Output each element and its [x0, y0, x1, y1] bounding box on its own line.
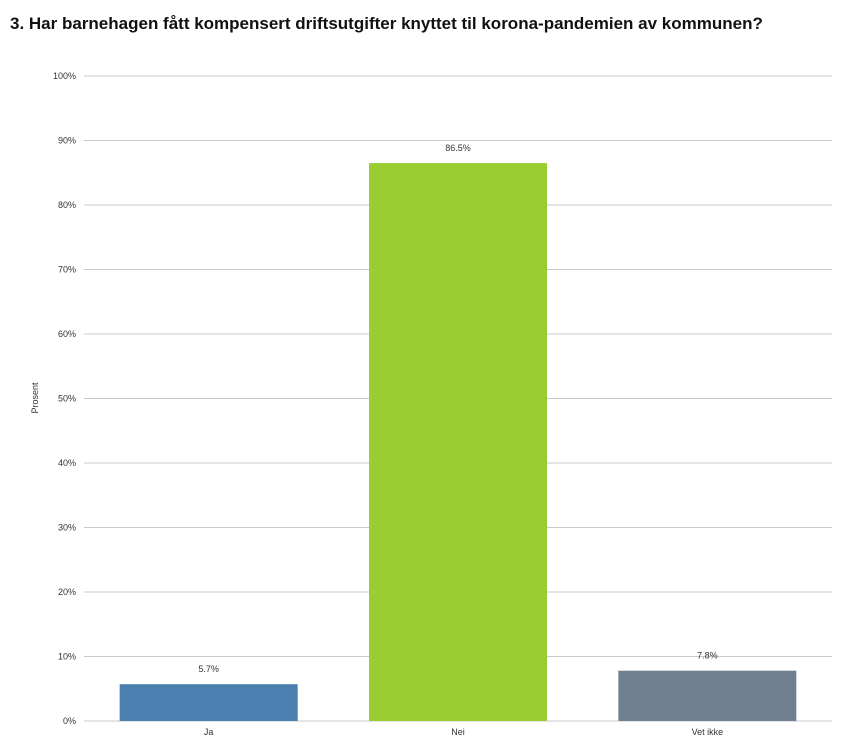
y-tick-label: 50%: [58, 394, 76, 404]
y-tick-label: 70%: [58, 265, 76, 275]
y-tick-label: 40%: [58, 458, 76, 468]
x-tick-label: Nei: [451, 727, 465, 737]
y-tick-label: 100%: [53, 71, 76, 81]
y-tick-label: 10%: [58, 652, 76, 662]
x-tick-label: Vet ikke: [692, 727, 724, 737]
bar-nei: [369, 163, 547, 721]
bars: [119, 163, 797, 721]
data-label: 7.8%: [697, 651, 718, 661]
x-tick-label: Ja: [204, 727, 214, 737]
y-tick-label: 80%: [58, 200, 76, 210]
data-labels: 5.7% 86.5% 7.8%: [198, 143, 717, 674]
y-tick-label: 30%: [58, 523, 76, 533]
bar-ja: [119, 684, 298, 721]
data-label: 86.5%: [445, 143, 471, 153]
x-tick-labels: Ja Nei Vet ikke: [204, 727, 723, 737]
y-tick-labels: 0% 10% 20% 30% 40% 50% 60% 70% 80% 90% 100%: [53, 71, 76, 726]
y-tick-label: 0%: [63, 716, 76, 726]
data-label: 5.7%: [198, 664, 219, 674]
y-tick-label: 90%: [58, 136, 76, 146]
y-tick-label: 20%: [58, 587, 76, 597]
bar-vet-ikke: [618, 670, 797, 721]
y-tick-label: 60%: [58, 329, 76, 339]
chart-title: 3. Har barnehagen fått kompensert drifts…: [10, 14, 763, 33]
y-axis-label: Prosent: [30, 382, 40, 414]
